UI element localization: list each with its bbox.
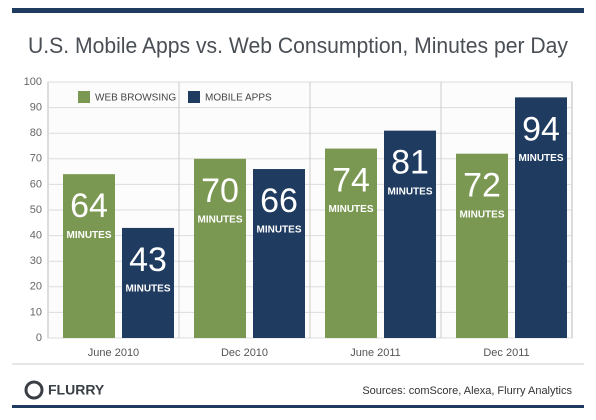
bar bbox=[384, 130, 436, 338]
bottom-rule bbox=[12, 405, 584, 408]
y-tick-label: 40 bbox=[30, 230, 42, 242]
top-rule bbox=[12, 8, 584, 13]
value-unit: MINUTES bbox=[257, 225, 302, 236]
value-unit: MINUTES bbox=[460, 209, 505, 220]
value-unit: MINUTES bbox=[126, 284, 171, 295]
x-tick-label: June 2010 bbox=[88, 347, 139, 359]
source: Sources: comScore, Alexa, Flurry Analyti… bbox=[362, 385, 572, 397]
y-tick-label: 100 bbox=[24, 76, 42, 88]
value-label: 72 bbox=[463, 167, 501, 205]
value-label: 81 bbox=[391, 144, 429, 182]
bar bbox=[325, 148, 377, 338]
value-unit: MINUTES bbox=[519, 153, 564, 164]
value-unit: MINUTES bbox=[388, 186, 433, 197]
x-tick-label: June 2011 bbox=[350, 347, 401, 359]
value-label: 70 bbox=[201, 172, 239, 210]
x-tick-label: Dec 2011 bbox=[483, 347, 529, 359]
legend-swatch bbox=[188, 91, 200, 103]
bar bbox=[253, 169, 305, 338]
legend-label: WEB BROWSING bbox=[95, 93, 176, 104]
y-tick-label: 0 bbox=[36, 332, 42, 344]
y-tick-label: 50 bbox=[30, 204, 42, 216]
bar bbox=[515, 97, 567, 338]
y-tick-label: 90 bbox=[30, 102, 42, 114]
bar bbox=[122, 227, 174, 338]
y-tick-label: 20 bbox=[30, 281, 42, 293]
value-unit: MINUTES bbox=[198, 214, 243, 225]
value-label: 94 bbox=[522, 110, 560, 148]
value-label: 66 bbox=[260, 182, 298, 220]
value-unit: MINUTES bbox=[329, 204, 374, 215]
y-tick-label: 10 bbox=[30, 306, 42, 318]
value-label: 43 bbox=[129, 241, 167, 279]
x-tick-label: Dec 2010 bbox=[221, 347, 268, 359]
legend-label: MOBILE APPS bbox=[205, 93, 272, 104]
value-label: 64 bbox=[70, 187, 108, 225]
bar bbox=[194, 158, 246, 338]
value-unit: MINUTES bbox=[67, 230, 112, 241]
y-tick-label: 70 bbox=[30, 153, 42, 165]
bar bbox=[63, 174, 115, 338]
logo-icon bbox=[24, 380, 44, 400]
chart-title: U.S. Mobile Apps vs. Web Consumption, Mi… bbox=[28, 33, 568, 58]
value-label: 74 bbox=[332, 162, 370, 200]
y-tick-label: 80 bbox=[30, 127, 42, 139]
bar bbox=[456, 153, 508, 338]
logo: FLURRY bbox=[48, 382, 105, 398]
y-tick-label: 30 bbox=[30, 255, 42, 267]
y-tick-label: 60 bbox=[30, 178, 42, 190]
legend-swatch bbox=[78, 91, 90, 103]
